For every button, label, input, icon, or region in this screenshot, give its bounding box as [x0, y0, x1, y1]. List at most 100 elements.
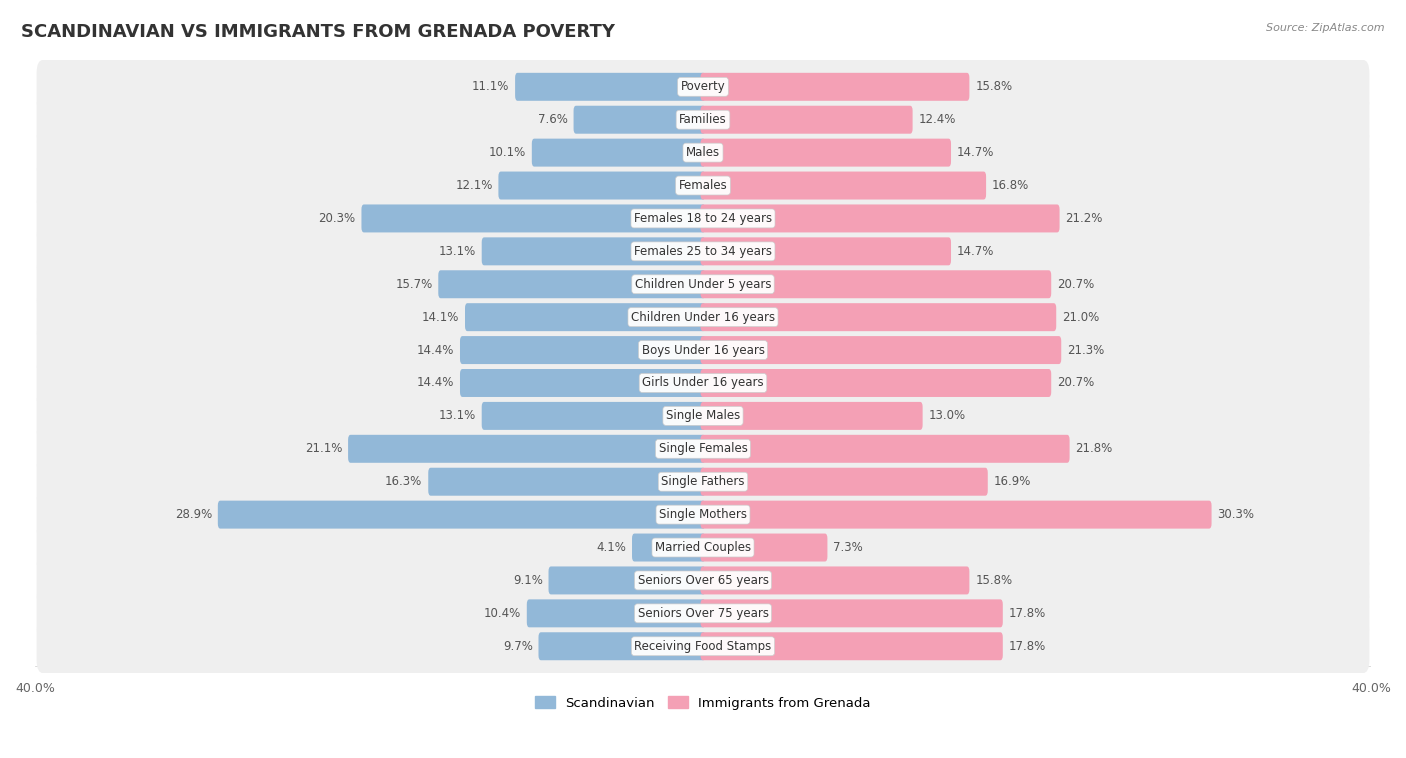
Text: Married Couples: Married Couples — [655, 541, 751, 554]
FancyBboxPatch shape — [548, 566, 706, 594]
FancyBboxPatch shape — [37, 487, 1369, 542]
FancyBboxPatch shape — [37, 290, 1369, 344]
Text: 9.7%: 9.7% — [503, 640, 533, 653]
FancyBboxPatch shape — [700, 402, 922, 430]
Text: 14.1%: 14.1% — [422, 311, 460, 324]
Text: Boys Under 16 years: Boys Under 16 years — [641, 343, 765, 356]
FancyBboxPatch shape — [498, 171, 706, 199]
Text: 21.1%: 21.1% — [305, 443, 342, 456]
Text: Girls Under 16 years: Girls Under 16 years — [643, 377, 763, 390]
Text: 15.8%: 15.8% — [976, 80, 1012, 93]
FancyBboxPatch shape — [429, 468, 706, 496]
Text: Source: ZipAtlas.com: Source: ZipAtlas.com — [1267, 23, 1385, 33]
FancyBboxPatch shape — [700, 237, 950, 265]
Text: 20.7%: 20.7% — [1057, 377, 1094, 390]
FancyBboxPatch shape — [37, 158, 1369, 212]
Text: 15.7%: 15.7% — [395, 277, 433, 291]
Text: 4.1%: 4.1% — [596, 541, 626, 554]
Text: Families: Families — [679, 113, 727, 127]
Text: 14.7%: 14.7% — [957, 245, 994, 258]
FancyBboxPatch shape — [37, 323, 1369, 377]
FancyBboxPatch shape — [37, 521, 1369, 575]
FancyBboxPatch shape — [37, 455, 1369, 509]
FancyBboxPatch shape — [460, 336, 706, 364]
FancyBboxPatch shape — [37, 192, 1369, 246]
FancyBboxPatch shape — [37, 356, 1369, 410]
FancyBboxPatch shape — [700, 336, 1062, 364]
Text: 16.3%: 16.3% — [385, 475, 422, 488]
Text: 10.1%: 10.1% — [489, 146, 526, 159]
FancyBboxPatch shape — [218, 500, 706, 528]
Text: 13.0%: 13.0% — [928, 409, 966, 422]
FancyBboxPatch shape — [37, 126, 1369, 180]
FancyBboxPatch shape — [515, 73, 706, 101]
Text: 17.8%: 17.8% — [1008, 607, 1046, 620]
FancyBboxPatch shape — [700, 73, 969, 101]
Text: 21.0%: 21.0% — [1062, 311, 1099, 324]
Text: 14.7%: 14.7% — [957, 146, 994, 159]
FancyBboxPatch shape — [633, 534, 706, 562]
Text: 20.7%: 20.7% — [1057, 277, 1094, 291]
Text: 21.8%: 21.8% — [1076, 443, 1112, 456]
FancyBboxPatch shape — [700, 600, 1002, 628]
Text: 15.8%: 15.8% — [976, 574, 1012, 587]
FancyBboxPatch shape — [37, 60, 1369, 114]
FancyBboxPatch shape — [700, 500, 1212, 528]
FancyBboxPatch shape — [700, 534, 827, 562]
FancyBboxPatch shape — [37, 224, 1369, 278]
Text: Receiving Food Stamps: Receiving Food Stamps — [634, 640, 772, 653]
FancyBboxPatch shape — [37, 257, 1369, 312]
Text: Females: Females — [679, 179, 727, 192]
FancyBboxPatch shape — [482, 402, 706, 430]
FancyBboxPatch shape — [37, 389, 1369, 443]
FancyBboxPatch shape — [700, 566, 969, 594]
Text: Single Fathers: Single Fathers — [661, 475, 745, 488]
FancyBboxPatch shape — [700, 369, 1052, 397]
Text: 10.4%: 10.4% — [484, 607, 522, 620]
FancyBboxPatch shape — [700, 303, 1056, 331]
Text: 7.3%: 7.3% — [834, 541, 863, 554]
FancyBboxPatch shape — [465, 303, 706, 331]
FancyBboxPatch shape — [700, 468, 988, 496]
Text: Seniors Over 65 years: Seniors Over 65 years — [637, 574, 769, 587]
Text: 16.9%: 16.9% — [994, 475, 1031, 488]
Text: Children Under 5 years: Children Under 5 years — [634, 277, 772, 291]
Text: 16.8%: 16.8% — [993, 179, 1029, 192]
FancyBboxPatch shape — [700, 139, 950, 167]
Text: Males: Males — [686, 146, 720, 159]
Text: 7.6%: 7.6% — [538, 113, 568, 127]
Text: Single Mothers: Single Mothers — [659, 508, 747, 521]
FancyBboxPatch shape — [538, 632, 706, 660]
FancyBboxPatch shape — [361, 205, 706, 233]
Text: 11.1%: 11.1% — [472, 80, 509, 93]
Text: 13.1%: 13.1% — [439, 409, 475, 422]
FancyBboxPatch shape — [531, 139, 706, 167]
FancyBboxPatch shape — [700, 435, 1070, 463]
Text: 17.8%: 17.8% — [1008, 640, 1046, 653]
FancyBboxPatch shape — [439, 271, 706, 298]
FancyBboxPatch shape — [349, 435, 706, 463]
FancyBboxPatch shape — [527, 600, 706, 628]
FancyBboxPatch shape — [700, 271, 1052, 298]
FancyBboxPatch shape — [37, 587, 1369, 641]
FancyBboxPatch shape — [700, 632, 1002, 660]
FancyBboxPatch shape — [37, 421, 1369, 476]
FancyBboxPatch shape — [700, 105, 912, 133]
Text: Females 25 to 34 years: Females 25 to 34 years — [634, 245, 772, 258]
Text: Seniors Over 75 years: Seniors Over 75 years — [637, 607, 769, 620]
Text: 28.9%: 28.9% — [174, 508, 212, 521]
FancyBboxPatch shape — [482, 237, 706, 265]
Text: SCANDINAVIAN VS IMMIGRANTS FROM GRENADA POVERTY: SCANDINAVIAN VS IMMIGRANTS FROM GRENADA … — [21, 23, 614, 41]
Text: 9.1%: 9.1% — [513, 574, 543, 587]
FancyBboxPatch shape — [37, 92, 1369, 147]
Text: Females 18 to 24 years: Females 18 to 24 years — [634, 212, 772, 225]
Text: Children Under 16 years: Children Under 16 years — [631, 311, 775, 324]
FancyBboxPatch shape — [460, 369, 706, 397]
FancyBboxPatch shape — [37, 553, 1369, 607]
Text: 12.4%: 12.4% — [918, 113, 956, 127]
Legend: Scandinavian, Immigrants from Grenada: Scandinavian, Immigrants from Grenada — [530, 691, 876, 715]
FancyBboxPatch shape — [574, 105, 706, 133]
Text: 14.4%: 14.4% — [416, 343, 454, 356]
Text: Poverty: Poverty — [681, 80, 725, 93]
Text: 14.4%: 14.4% — [416, 377, 454, 390]
